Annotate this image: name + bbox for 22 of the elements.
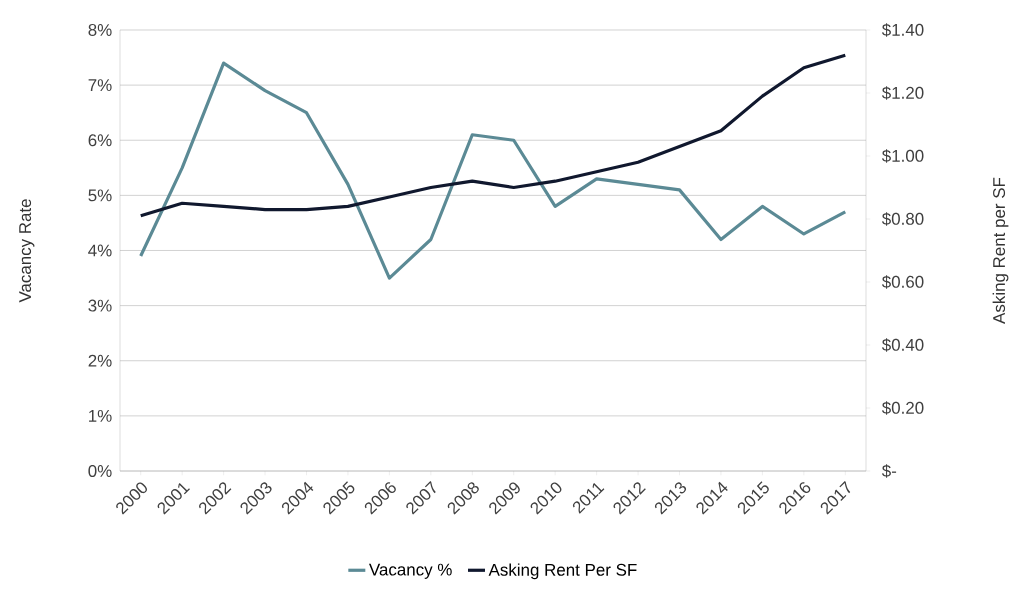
y-tick-label: 8% [88,24,112,36]
y2-axis-title: Asking Rent per SF [992,177,1009,324]
y-tick-label: 0% [88,465,112,477]
y2-tick-label: $1.00 [881,149,924,163]
y-tick-label: 7% [88,79,112,92]
y2-tick-label: $1.20 [881,86,924,100]
legend-label: Asking Rent Per SF [488,563,637,580]
y2-tick-label: $0.80 [881,212,924,226]
y2-tick-label: $0.40 [881,338,924,352]
y-tick-label: 6% [88,134,112,147]
y-tick-label: 1% [89,409,112,422]
y2-tick-label: $0.20 [881,401,924,415]
line-series [139,61,847,280]
y2-tick-label: $- [881,464,897,478]
y-tick-label: 3% [88,299,112,312]
y-tick-label: 4% [88,244,112,257]
y2-tick-label: $0.60 [881,275,924,289]
y-tick-label: 2% [88,354,112,367]
y-axis-title: Vacancy Rate [19,199,35,303]
y-tick-label: 5% [88,189,112,202]
y2-tick-label: $1.40 [881,23,924,37]
legend-label: Vacancy % [368,563,452,579]
